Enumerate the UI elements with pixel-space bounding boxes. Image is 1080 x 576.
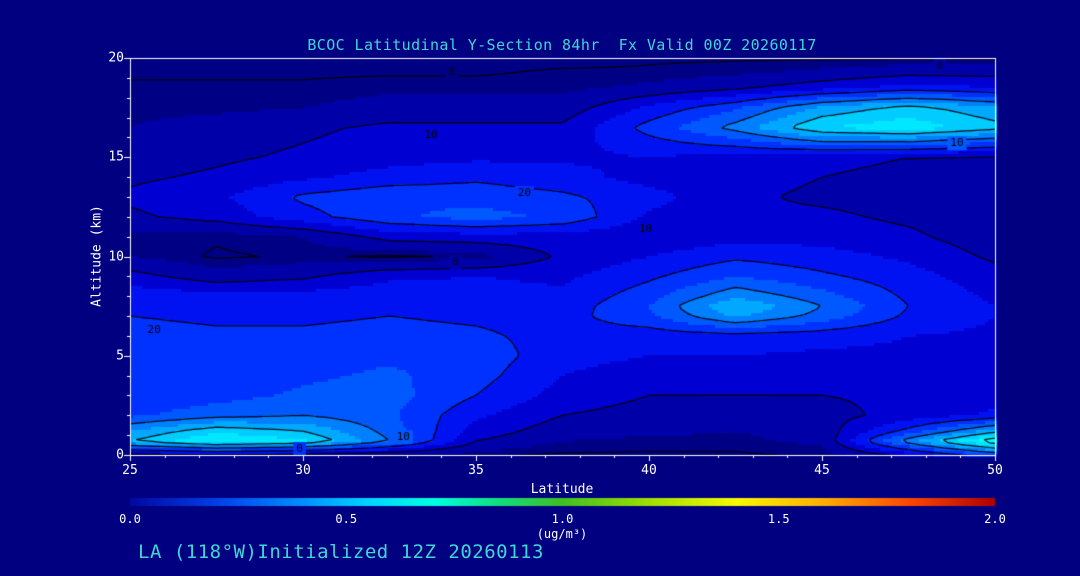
colorbar-unit-label: (ug/m³) [536,527,588,541]
y-tick-label: 20 [108,50,124,66]
y-axis-label: Altitude (km) [89,205,105,307]
x-tick-label: 35 [468,463,484,478]
plot-title: BCOC Latitudinal Y-Section 84hr Fx Valid… [307,36,817,54]
init-info-text: LA (118°W)Initialized 12Z 20260113 [138,541,544,563]
colorbar-tick-label: 0.5 [335,512,358,526]
y-tick-label: 5 [116,348,124,364]
x-tick-label: 50 [987,463,1003,478]
x-tick-label: 25 [122,463,138,478]
y-tick-label: 10 [108,249,124,264]
colorbar-tick-label: 1.5 [767,512,790,526]
x-axis-label: Latitude [530,482,594,497]
y-tick-label: 0 [116,447,124,463]
y-tick-label: 15 [108,149,124,165]
x-tick-label: 40 [641,463,657,478]
colorbar-tick-label: 0.0 [119,512,141,526]
colorbar-tick-label: 1.0 [551,512,574,526]
x-tick-label: 45 [814,463,830,478]
colorbar-tick-label: 2.0 [984,512,1006,526]
x-tick-label: 30 [295,463,311,478]
